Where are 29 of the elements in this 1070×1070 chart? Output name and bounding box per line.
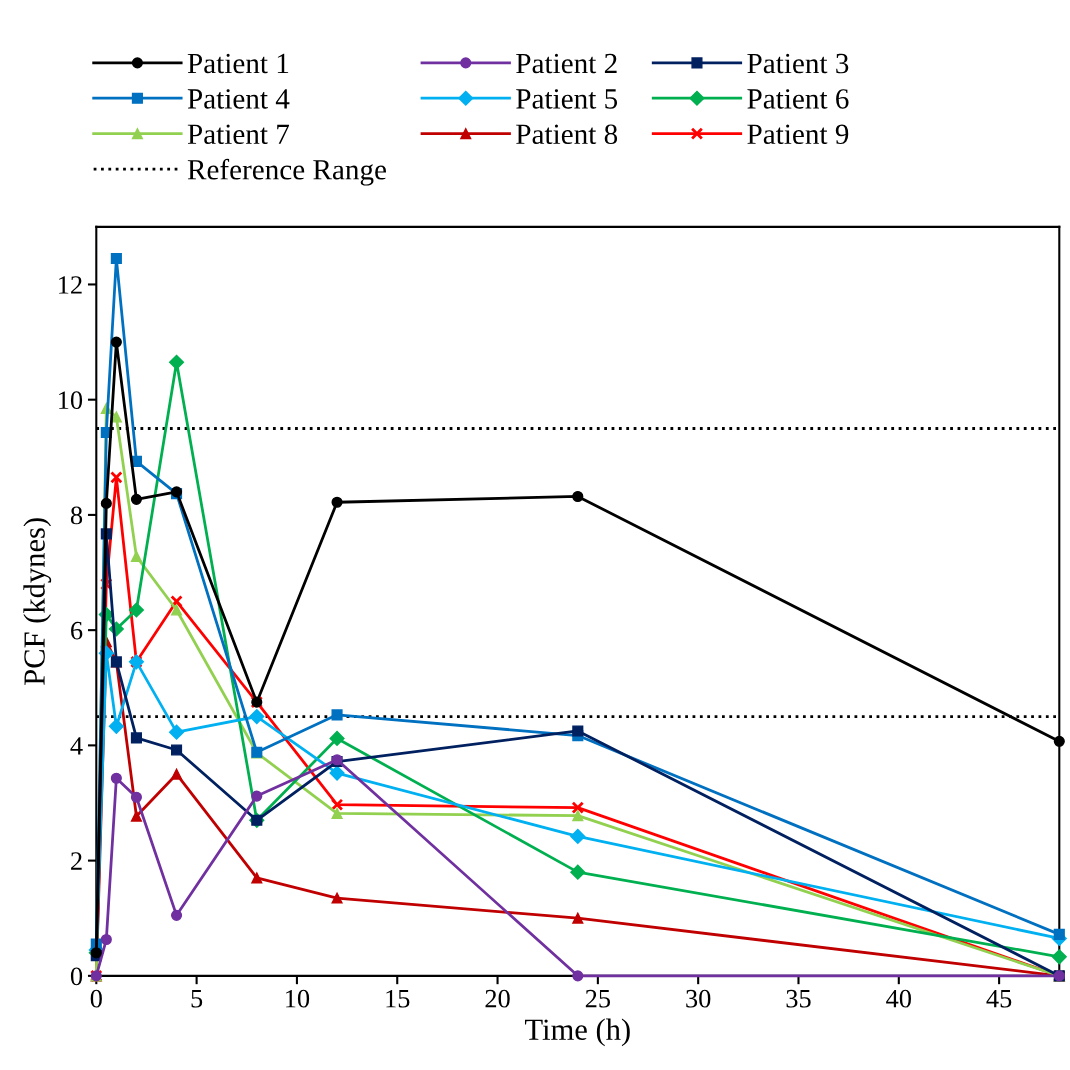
y-tick-label: 6: [71, 621, 83, 640]
legend-label: Patient 2: [516, 53, 617, 74]
legend-label: Patient 5: [516, 89, 618, 109]
y-tick-label: 2: [71, 852, 82, 870]
y-tick-label: 4: [70, 737, 83, 755]
legend-label: Patient 4: [187, 89, 290, 109]
legend-label: Patient 6: [747, 89, 849, 109]
y-tick-label: 0: [70, 967, 83, 986]
x-tick-label: 25: [585, 989, 611, 1008]
legend-label: Patient 7: [187, 124, 290, 145]
y-tick-label: 10: [59, 391, 83, 410]
y-tick-label: 12: [59, 276, 82, 294]
x-tick-label: 40: [886, 989, 911, 1008]
x-tick-label: 15: [386, 989, 410, 1008]
x-tick-label: 45: [986, 989, 1012, 1008]
y-axis-title: PCF (kdynes): [23, 518, 52, 685]
legend-label: Patient 8: [516, 124, 618, 145]
x-tick-label: 35: [786, 989, 811, 1008]
y-tick-label: 8: [70, 506, 83, 525]
x-axis-title: Time (h): [525, 1018, 630, 1047]
x-tick-label: 0: [90, 989, 102, 1008]
legend-label: Patient 3: [747, 53, 849, 74]
x-tick-label: 5: [191, 990, 203, 1008]
legend-label: Patient 1: [187, 53, 289, 74]
legend-label: Patient 9: [747, 124, 849, 145]
legend-label: Reference Range: [187, 158, 386, 186]
x-tick-label: 10: [286, 989, 310, 1008]
x-tick-label: 30: [686, 989, 711, 1008]
x-tick-label: 20: [485, 989, 510, 1008]
